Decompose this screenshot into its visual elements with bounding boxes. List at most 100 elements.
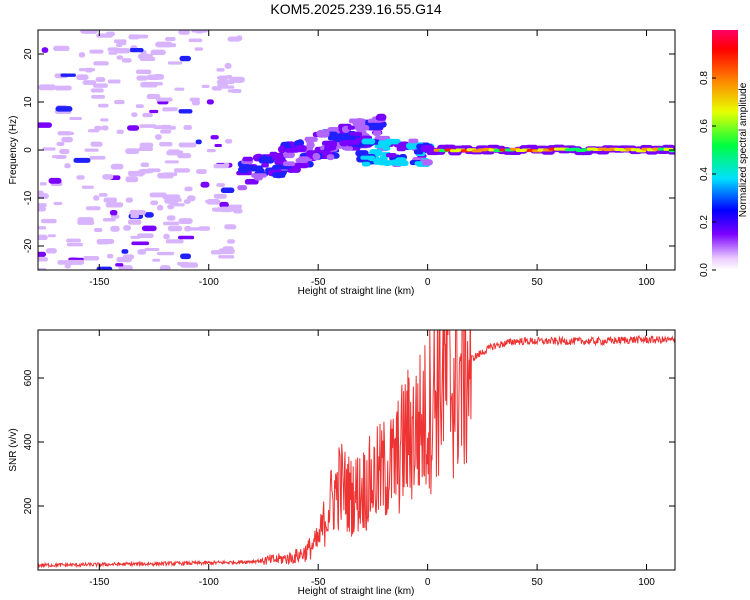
y-tick-label: 400 bbox=[23, 433, 34, 450]
noise-mark bbox=[140, 168, 152, 174]
noise-mark bbox=[73, 157, 91, 163]
noise-mark bbox=[103, 197, 118, 203]
y-tick-label: 20 bbox=[23, 48, 34, 60]
noise-mark bbox=[156, 204, 164, 211]
noise-mark bbox=[140, 81, 158, 88]
noise-mark bbox=[180, 253, 192, 260]
noise-mark bbox=[105, 202, 124, 208]
signal-track-mark bbox=[382, 146, 391, 151]
noise-mark bbox=[77, 220, 95, 225]
x-tick-label: -50 bbox=[311, 577, 326, 588]
noise-mark bbox=[167, 225, 183, 232]
noise-mark bbox=[225, 139, 233, 144]
noise-mark bbox=[194, 47, 203, 51]
signal-track-mark bbox=[238, 166, 250, 174]
noise-mark bbox=[201, 84, 210, 89]
noise-mark bbox=[183, 124, 193, 130]
snr-xlabel: Height of straight line (km) bbox=[298, 586, 415, 597]
signal-track-mark bbox=[361, 161, 371, 167]
colorbar bbox=[712, 30, 738, 270]
noise-mark bbox=[206, 149, 216, 153]
signal-track-mark bbox=[283, 151, 295, 159]
noise-mark bbox=[102, 174, 114, 180]
x-tick-label: 100 bbox=[638, 277, 655, 288]
noise-mark bbox=[76, 74, 89, 80]
signal-track-mark bbox=[324, 143, 335, 151]
signal-track-mark bbox=[343, 146, 354, 151]
noise-mark bbox=[84, 67, 94, 73]
noise-mark bbox=[231, 89, 242, 93]
signal-track-mark bbox=[377, 140, 392, 147]
noise-mark bbox=[98, 193, 108, 197]
noise-mark bbox=[116, 55, 124, 60]
signal-track-mark bbox=[326, 154, 335, 161]
noise-mark bbox=[219, 201, 229, 208]
noise-mark bbox=[139, 210, 146, 215]
noise-mark bbox=[89, 155, 106, 160]
noise-mark bbox=[178, 142, 197, 148]
noise-mark bbox=[60, 131, 75, 136]
x-tick-label: -100 bbox=[199, 277, 219, 288]
noise-mark bbox=[177, 261, 189, 266]
noise-mark bbox=[183, 199, 191, 204]
noise-mark bbox=[162, 221, 180, 226]
noise-mark bbox=[200, 181, 210, 188]
y-tick-label: 600 bbox=[23, 369, 34, 386]
noise-mark bbox=[110, 225, 120, 232]
signal-track-mark bbox=[251, 173, 267, 178]
noise-mark bbox=[80, 30, 98, 34]
signal-track-mark bbox=[375, 113, 387, 121]
noise-mark bbox=[107, 79, 121, 84]
signal-track-mark bbox=[347, 125, 356, 130]
noise-mark bbox=[38, 251, 47, 257]
noise-mark bbox=[154, 134, 162, 140]
noise-mark bbox=[155, 41, 173, 48]
noise-mark bbox=[106, 253, 114, 259]
noise-mark bbox=[157, 172, 174, 179]
noise-mark bbox=[125, 197, 133, 203]
noise-mark bbox=[51, 155, 67, 159]
noise-mark bbox=[59, 148, 70, 155]
noise-mark bbox=[125, 176, 139, 183]
noise-mark bbox=[96, 33, 113, 38]
noise-mark bbox=[149, 192, 167, 198]
signal-track-mark bbox=[373, 159, 387, 165]
noise-mark bbox=[205, 199, 220, 204]
noise-mark bbox=[135, 104, 144, 109]
noise-mark bbox=[113, 39, 127, 44]
noise-mark bbox=[188, 227, 205, 231]
noise-mark bbox=[131, 241, 150, 246]
noise-mark bbox=[150, 200, 159, 206]
noise-mark bbox=[54, 85, 72, 91]
noise-mark bbox=[159, 265, 171, 270]
noise-mark bbox=[121, 249, 129, 254]
spectrogram-ylabel: Frequency (Hz) bbox=[8, 116, 19, 185]
x-tick-label: -150 bbox=[89, 277, 109, 288]
noise-mark bbox=[85, 206, 101, 211]
snr-chart: -150 -100 -50 0 50 100 200 400 600 Height of str… bbox=[8, 329, 676, 597]
noise-mark bbox=[81, 185, 94, 189]
signal-track-mark bbox=[366, 122, 384, 130]
signal-track-mark bbox=[285, 147, 300, 153]
noise-mark bbox=[90, 88, 104, 93]
noise-mark bbox=[191, 30, 208, 33]
noise-mark bbox=[135, 69, 152, 74]
noise-mark bbox=[141, 225, 157, 232]
noise-mark bbox=[174, 87, 185, 91]
noise-mark bbox=[38, 190, 44, 196]
noise-mark bbox=[38, 206, 47, 212]
noise-mark bbox=[41, 47, 49, 53]
noise-mark bbox=[156, 251, 175, 256]
noise-mark bbox=[149, 109, 159, 114]
noise-mark bbox=[39, 182, 47, 186]
signal-track-mark bbox=[297, 158, 309, 163]
noise-mark bbox=[69, 116, 83, 121]
noise-mark bbox=[213, 163, 229, 169]
signal-track-mark bbox=[272, 172, 286, 178]
noise-mark bbox=[76, 175, 85, 180]
colorbar-tick-label: 0.0 bbox=[699, 263, 710, 277]
noise-mark bbox=[233, 208, 243, 214]
noise-mark bbox=[115, 263, 124, 267]
noise-mark bbox=[216, 68, 225, 72]
